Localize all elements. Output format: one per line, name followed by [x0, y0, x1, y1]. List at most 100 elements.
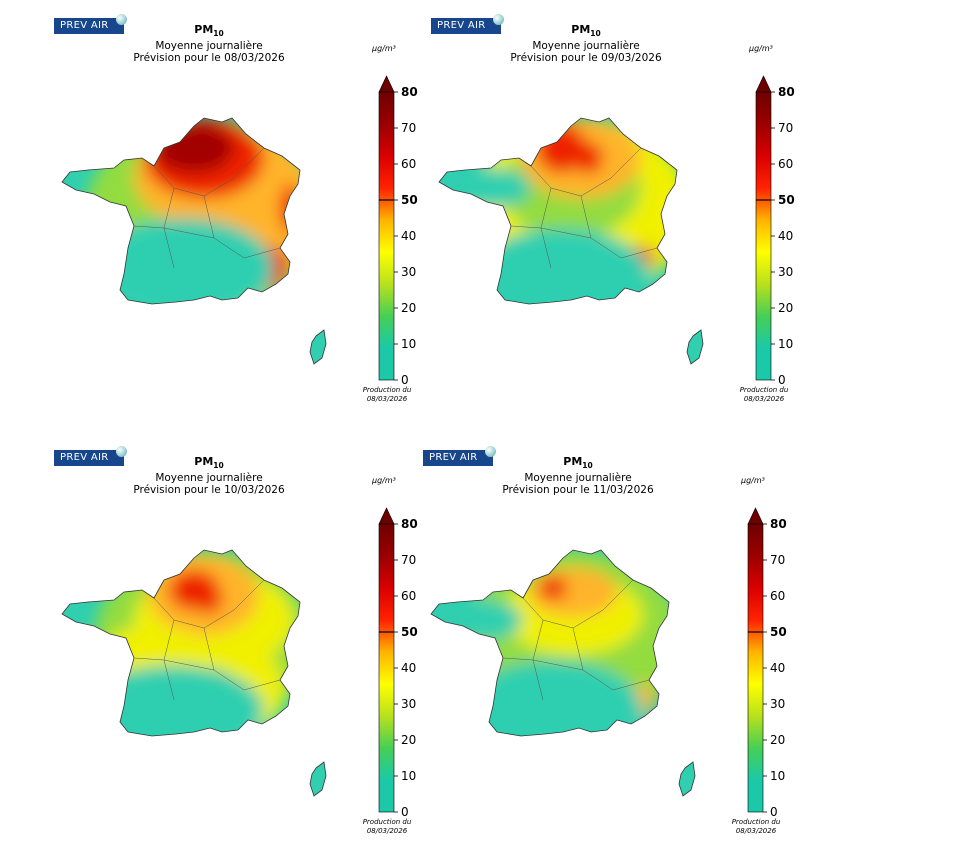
- unit-label: µg/m³: [749, 44, 773, 53]
- map-title: PM10 Moyenne journalière Prévision pour …: [510, 23, 662, 65]
- france-border: [61, 549, 301, 737]
- concentration-area: [154, 123, 234, 173]
- colorbar-tick-label: 70: [770, 553, 785, 567]
- region-boundary: [572, 627, 650, 691]
- colorbar-tick-label: 0: [401, 805, 409, 819]
- colorbar-tick-label: 60: [401, 589, 416, 603]
- colorbar-tick-label: 10: [770, 769, 785, 783]
- colorbar-tick-label: 60: [770, 589, 785, 603]
- colorbar-tick-label: 70: [778, 121, 793, 135]
- colorbar-tick-label: 70: [401, 553, 416, 567]
- colorbar-tick-label: 30: [401, 265, 416, 279]
- colorbar-tick-label: 10: [401, 337, 416, 351]
- corsica-border: [686, 329, 704, 365]
- concentration-area: [539, 576, 567, 600]
- map-title: PM10 Moyenne journalière Prévision pour …: [502, 455, 654, 497]
- region-boundary: [532, 659, 584, 671]
- map-title: PM10 Moyenne journalière Prévision pour …: [133, 23, 285, 65]
- region-boundary: [133, 225, 165, 229]
- france-border: [438, 117, 678, 305]
- concentration-area: [443, 600, 523, 640]
- colorbar-tick-label: 40: [778, 229, 793, 243]
- globe-icon: [116, 446, 127, 457]
- colorbar-gradient: [378, 523, 395, 813]
- concentration-area: [451, 168, 531, 208]
- colorbar-tick-label: 80: [770, 517, 787, 531]
- colorbar-tick-label: 50: [778, 193, 795, 207]
- colorbar-tick-label: 0: [778, 373, 786, 387]
- france-map: [430, 549, 696, 797]
- colorbar-tick-label: 60: [778, 157, 793, 171]
- colorbar-tick-label: 60: [401, 157, 416, 171]
- colorbar: 0 10 20 30 40 50 60 70 80: [747, 507, 787, 819]
- france-border: [61, 117, 301, 305]
- map-panel-0309: PREV AIR PM10 Moyenne journalière Prévis…: [431, 14, 851, 418]
- france-border: [430, 549, 670, 737]
- france-map: [61, 117, 327, 365]
- production-label: Production du 08/03/2026: [739, 386, 789, 403]
- prevair-logo: PREV AIR: [423, 446, 496, 466]
- colorbar-tick-label: 20: [401, 733, 416, 747]
- colorbar-tick-label: 30: [778, 265, 793, 279]
- region-boundary: [203, 195, 281, 259]
- colorbar-tick-label: 40: [770, 661, 785, 675]
- map-panel-0310: PREV AIR PM10 Moyenne journalière Prévis…: [54, 446, 474, 850]
- colorbar-tick-label: 50: [770, 625, 787, 639]
- production-label: Production du 08/03/2026: [362, 386, 412, 403]
- region-boundary: [163, 659, 215, 671]
- corsica-border: [678, 761, 696, 797]
- region-boundary: [540, 227, 592, 239]
- globe-icon: [493, 14, 504, 25]
- production-label: Production du 08/03/2026: [731, 818, 781, 835]
- region-boundary: [580, 195, 658, 259]
- colorbar-tick-label: 40: [401, 661, 416, 675]
- colorbar-tick-label: 80: [401, 517, 418, 531]
- colorbar-tick-label: 30: [770, 697, 785, 711]
- corsica-border: [309, 329, 327, 365]
- production-label: Production du 08/03/2026: [362, 818, 412, 835]
- concentration-area: [575, 142, 603, 174]
- colorbar-tick-label: 20: [401, 301, 416, 315]
- colorbar-extend-arrow: [378, 75, 395, 93]
- unit-label: µg/m³: [372, 44, 396, 53]
- region-boundary: [203, 627, 281, 691]
- colorbar-extend-arrow: [378, 507, 395, 525]
- region-boundary: [510, 225, 542, 229]
- colorbar-tick-label: 70: [401, 121, 416, 135]
- globe-icon: [116, 14, 127, 25]
- colorbar-tick-label: 20: [770, 733, 785, 747]
- colorbar-tick-label: 10: [778, 337, 793, 351]
- prevair-logo: PREV AIR: [431, 14, 504, 34]
- colorbar-extend-arrow: [755, 75, 772, 93]
- map-panel-0308: PREV AIR PM10 Moyenne journalière Prévis…: [54, 14, 474, 418]
- concentration-area: [84, 665, 264, 755]
- colorbar-gradient: [378, 91, 395, 381]
- region-boundary: [133, 657, 165, 661]
- colorbar-tick-label: 80: [401, 85, 418, 99]
- concentration-area: [471, 228, 651, 328]
- colorbar-tick-label: 10: [401, 769, 416, 783]
- colorbar-tick-label: 0: [770, 805, 778, 819]
- prevair-logo: PREV AIR: [54, 14, 127, 34]
- colorbar-tick-label: 40: [401, 229, 416, 243]
- colorbar-tick-label: 30: [401, 697, 416, 711]
- colorbar-extend-arrow: [747, 507, 764, 525]
- colorbar-tick-label: 0: [401, 373, 409, 387]
- region-boundary: [502, 657, 534, 661]
- france-map: [61, 549, 327, 797]
- colorbar-tick-label: 80: [778, 85, 795, 99]
- colorbar-tick-label: 50: [401, 193, 418, 207]
- colorbar-gradient: [747, 523, 764, 813]
- colorbar: 0 10 20 30 40 50 60 70 80: [755, 75, 795, 387]
- colorbar: 0 10 20 30 40 50 60 70 80: [378, 75, 418, 387]
- unit-label: µg/m³: [741, 476, 765, 485]
- unit-label: µg/m³: [372, 476, 396, 485]
- colorbar-tick-label: 20: [778, 301, 793, 315]
- concentration-area: [463, 660, 643, 760]
- france-map: [438, 117, 704, 365]
- colorbar: 0 10 20 30 40 50 60 70 80: [378, 507, 418, 819]
- concentration-area: [94, 218, 274, 318]
- concentration-area: [280, 184, 300, 232]
- colorbar-gradient: [755, 91, 772, 381]
- map-title: PM10 Moyenne journalière Prévision pour …: [133, 455, 285, 497]
